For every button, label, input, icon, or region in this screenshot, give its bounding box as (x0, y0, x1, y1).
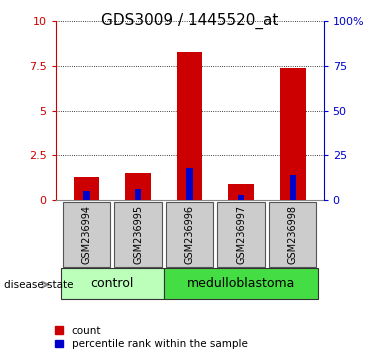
FancyBboxPatch shape (166, 202, 213, 267)
Legend: count, percentile rank within the sample: count, percentile rank within the sample (55, 326, 247, 349)
Text: GSM236995: GSM236995 (133, 205, 143, 264)
Text: GDS3009 / 1445520_at: GDS3009 / 1445520_at (101, 12, 278, 29)
FancyBboxPatch shape (61, 268, 164, 299)
Text: disease state: disease state (4, 280, 73, 290)
FancyBboxPatch shape (218, 202, 265, 267)
FancyBboxPatch shape (114, 202, 162, 267)
Text: GSM236994: GSM236994 (82, 205, 92, 264)
Bar (83, 191, 90, 200)
Bar (290, 175, 296, 200)
Bar (125, 173, 151, 200)
Bar (238, 195, 244, 200)
Bar (280, 68, 306, 200)
Text: control: control (90, 277, 134, 290)
FancyBboxPatch shape (63, 202, 110, 267)
FancyBboxPatch shape (164, 268, 319, 299)
FancyBboxPatch shape (269, 202, 316, 267)
Text: GSM236996: GSM236996 (185, 205, 195, 264)
Text: GSM236997: GSM236997 (236, 205, 246, 264)
Bar (177, 52, 203, 200)
Bar (187, 168, 193, 200)
Bar (74, 177, 99, 200)
Bar (135, 189, 141, 200)
Bar (228, 184, 254, 200)
Text: GSM236998: GSM236998 (288, 205, 298, 264)
Text: medulloblastoma: medulloblastoma (187, 277, 295, 290)
